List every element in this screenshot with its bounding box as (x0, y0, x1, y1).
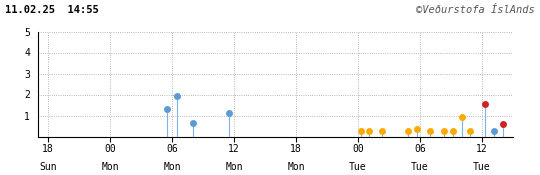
Text: Mon: Mon (225, 162, 243, 172)
Text: Sun: Sun (39, 162, 57, 172)
Text: ©Veðurstofa ÍslAnds: ©Veðurstofa ÍslAnds (416, 5, 535, 15)
Text: Mon: Mon (102, 162, 119, 172)
Text: Tue: Tue (349, 162, 367, 172)
Text: Tue: Tue (411, 162, 429, 172)
Text: Tue: Tue (473, 162, 491, 172)
Text: Mon: Mon (163, 162, 181, 172)
Text: 11.02.25  14:55: 11.02.25 14:55 (5, 5, 99, 15)
Text: Mon: Mon (287, 162, 305, 172)
